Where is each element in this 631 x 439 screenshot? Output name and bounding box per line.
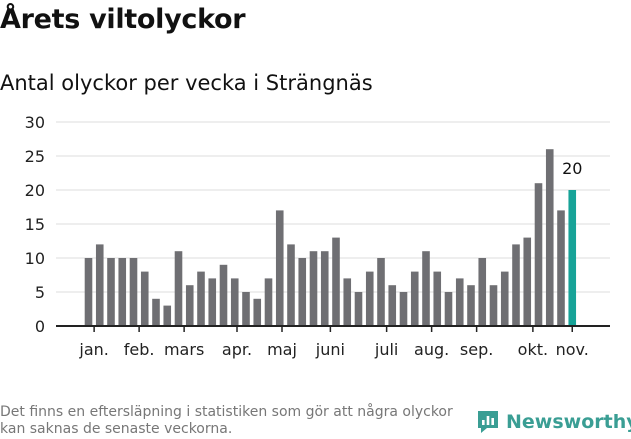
bar — [354, 292, 363, 326]
x-tick-label: apr. — [222, 340, 252, 359]
bar — [478, 258, 487, 326]
bar — [118, 258, 127, 326]
x-tick-label: aug. — [414, 340, 449, 359]
bar — [129, 258, 138, 326]
bar — [523, 237, 532, 326]
bars — [84, 149, 577, 326]
bar — [512, 244, 520, 326]
bar — [95, 244, 104, 326]
bar — [197, 271, 205, 326]
bar — [152, 298, 160, 326]
y-tick-label: 20 — [25, 181, 45, 200]
bar — [388, 285, 397, 326]
chart-title: Årets viltolyckor — [0, 4, 246, 35]
bar — [309, 251, 318, 326]
x-tick-label: jan. — [78, 340, 108, 359]
x-tick-label: sep. — [460, 340, 493, 359]
bar — [545, 149, 554, 326]
bar — [275, 210, 284, 326]
bar — [208, 278, 217, 326]
newsworthy-logo-icon — [478, 411, 498, 433]
x-axis-ticks: jan. feb. mars apr. maj juni juli aug. sep. okt. n… — [78, 326, 589, 359]
bar — [332, 237, 340, 326]
data-labels: 20 — [562, 159, 582, 178]
data-label: 20 — [562, 159, 582, 178]
footnote: Det finns en eftersläpning i statistiken… — [0, 404, 453, 437]
x-tick-label: maj — [267, 340, 297, 359]
bar — [140, 271, 149, 326]
bar — [343, 278, 352, 326]
y-tick-label: 5 — [35, 283, 45, 302]
x-tick-label: okt. — [518, 340, 548, 359]
bar — [320, 251, 329, 326]
bar — [84, 258, 93, 326]
x-tick-label: mars — [164, 340, 204, 359]
bar — [422, 251, 430, 326]
bar — [534, 183, 543, 326]
bar — [455, 278, 464, 326]
newsworthy-logo: Newsworthy — [476, 409, 631, 435]
x-tick-label: feb. — [124, 340, 155, 359]
bar — [174, 251, 183, 326]
x-tick-label: nov. — [556, 340, 589, 359]
bar — [365, 271, 374, 326]
x-tick-label: juli — [374, 340, 398, 359]
y-axis-ticks: 0 5 10 15 20 25 30 — [25, 113, 45, 336]
bar — [377, 258, 385, 326]
bar — [287, 244, 295, 326]
bar — [264, 278, 273, 326]
bar — [230, 278, 239, 326]
newsworthy-brand-text: Newsworthy — [506, 411, 631, 433]
bar — [253, 298, 262, 326]
bar — [433, 271, 442, 326]
y-tick-label: 10 — [25, 249, 45, 268]
x-tick-label: juni — [315, 340, 345, 359]
bar — [489, 285, 498, 326]
y-tick-label: 30 — [25, 113, 45, 132]
bar — [219, 264, 228, 326]
bar — [242, 292, 250, 326]
bar — [500, 271, 509, 326]
bar — [410, 271, 419, 326]
bar — [298, 258, 307, 326]
bar — [557, 210, 565, 326]
bar — [163, 305, 172, 326]
chart-subtitle: Antal olyckor per vecka i Strängnäs — [0, 71, 373, 95]
bar — [444, 292, 453, 326]
bar — [467, 285, 475, 326]
y-tick-label: 0 — [35, 317, 45, 336]
y-tick-label: 25 — [25, 147, 45, 166]
bar — [107, 258, 115, 326]
y-tick-label: 15 — [25, 215, 45, 234]
bar — [185, 285, 194, 326]
bar-highlight — [568, 190, 577, 326]
bar — [399, 292, 408, 326]
